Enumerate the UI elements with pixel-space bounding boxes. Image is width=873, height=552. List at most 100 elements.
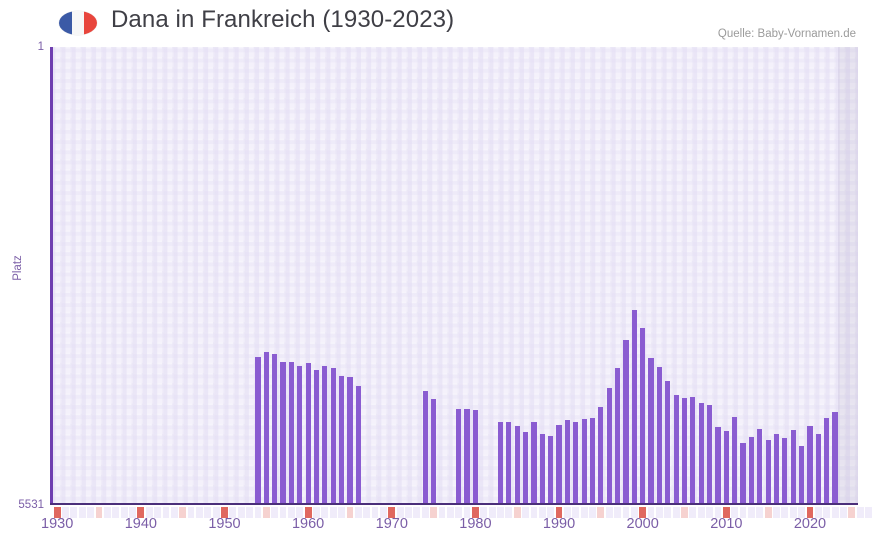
bar-2015[interactable] [765,440,771,503]
bar-1986[interactable] [523,432,529,503]
bar-1958[interactable] [288,362,294,503]
bar-1985[interactable] [514,426,520,503]
tick-marker-decade-2020 [806,507,814,518]
tick-marker [530,507,538,518]
page-title: Dana in Frankreich (1930-2023) [111,6,455,33]
tick-marker [120,507,128,518]
bar-1963[interactable] [330,368,336,503]
bar-1961[interactable] [313,370,320,503]
bar-1978[interactable] [456,409,462,503]
bar-2009[interactable] [715,427,721,503]
tick-marker [78,507,86,518]
bar-1992[interactable] [573,422,579,503]
bar-2001[interactable] [648,358,654,503]
bar-1996[interactable] [606,388,612,503]
bar-1956[interactable] [272,354,278,503]
bar-1989[interactable] [548,436,554,503]
x-axis-tick-1950: 1950 [208,516,241,532]
bar-1960[interactable] [305,363,311,503]
bar-1964[interactable] [338,376,345,503]
bar-2014[interactable] [757,429,763,503]
y-axis-tick-bottom: 5531 [18,499,44,511]
tick-marker [488,507,496,518]
bar-2002[interactable] [656,367,663,503]
bar-2008[interactable] [707,405,713,503]
bar-2011[interactable] [732,417,738,503]
bar-2004[interactable] [673,395,679,503]
tick-marker [823,507,831,518]
bar-2003[interactable] [665,381,671,503]
bar-1983[interactable] [497,422,504,503]
bar-1979[interactable] [464,409,470,503]
tick-marker [329,507,337,518]
tick-marker [363,507,371,518]
bar-2005[interactable] [681,398,688,503]
bar-1993[interactable] [581,419,587,503]
tick-marker [756,507,764,518]
bar-2000[interactable] [640,328,646,503]
tick-marker [697,507,705,518]
bar-2016[interactable] [773,434,780,503]
bar-1959[interactable] [297,366,303,503]
bar-1999[interactable] [631,310,637,503]
tick-marker [405,507,412,518]
tick-marker [589,507,596,518]
tick-marker [538,507,546,518]
tick-marker [446,507,454,518]
tick-marker [430,507,438,518]
bar-2007[interactable] [698,403,704,503]
bar-1984[interactable] [506,422,512,503]
bar-2020[interactable] [807,426,813,503]
x-axis-tick-1990: 1990 [542,516,576,532]
tick-marker [689,507,697,518]
tick-marker [630,507,638,518]
tick-marker [706,507,714,518]
bar-1974[interactable] [422,391,428,503]
bar-1988[interactable] [539,434,545,503]
tick-marker [605,507,613,518]
tick-marker [212,507,220,518]
bar-1990[interactable] [556,425,562,503]
tick-marker [572,507,580,518]
bar-1965[interactable] [347,377,353,503]
bar-2019[interactable] [799,446,805,503]
bar-1954[interactable] [255,357,261,503]
bar-1957[interactable] [280,362,286,503]
tick-marker [814,507,822,518]
tick-marker [547,507,555,518]
bar-1962[interactable] [322,366,328,503]
bar-2012[interactable] [740,443,746,503]
tick-marker [145,507,153,518]
tick-marker [798,507,806,518]
tick-marker [62,507,69,518]
tick-marker-decade-1990 [555,507,563,518]
bar-2017[interactable] [782,438,788,503]
bar-1955[interactable] [263,352,269,503]
x-axis-tick-2010: 2010 [710,516,743,532]
bar-1991[interactable] [564,420,571,503]
tick-marker [622,507,630,518]
bar-2023[interactable] [832,412,838,503]
bar-1998[interactable] [623,340,629,503]
bar-1995[interactable] [598,407,604,503]
bar-1994[interactable] [589,418,596,503]
bar-1975[interactable] [431,399,437,503]
tick-marker [413,507,421,518]
chart-header: Dana in Frankreich (1930-2023) Quelle: B… [0,0,873,44]
tick-marker [237,507,245,518]
bar-2013[interactable] [748,437,755,503]
tick-marker-decade-1940 [137,507,145,518]
bar-1987[interactable] [531,422,537,503]
tick-marker [262,507,270,518]
tick-marker [505,507,513,518]
bar-1980[interactable] [472,410,478,503]
bar-2022[interactable] [824,418,830,503]
bar-2018[interactable] [790,430,796,503]
bar-2010[interactable] [723,431,729,503]
y-axis-line [50,47,53,505]
bar-2006[interactable] [690,397,696,503]
tick-marker [614,507,622,518]
bar-1966[interactable] [355,386,361,503]
bar-2021[interactable] [815,434,821,503]
bar-1997[interactable] [615,368,621,503]
